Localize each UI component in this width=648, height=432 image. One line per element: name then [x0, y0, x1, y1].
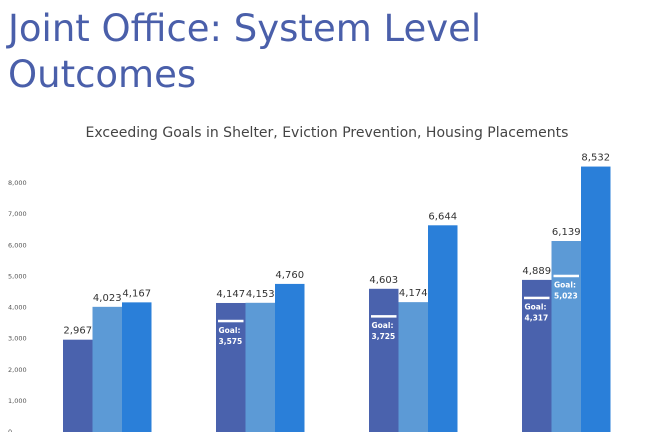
- goal-value-label: 5,023: [554, 292, 578, 301]
- bar: [522, 279, 552, 432]
- data-label: 2,967: [63, 326, 92, 337]
- goal-label: Goal:: [219, 326, 241, 335]
- bar: [245, 302, 275, 432]
- y-tick-label: 0: [8, 428, 12, 432]
- goal-value-label: 3,725: [372, 332, 396, 341]
- bar: [428, 225, 458, 432]
- data-label: 4,760: [275, 270, 304, 281]
- y-axis: 0 1,000 2,000 3,000 4,000 5,000 6,000 7,000 8,00…: [8, 179, 27, 432]
- bar: [551, 241, 581, 432]
- bar: [63, 339, 93, 432]
- bar: [369, 288, 399, 432]
- bar: [216, 302, 246, 432]
- bar: [581, 166, 611, 432]
- goal-label: Goal:: [554, 281, 576, 290]
- data-label: 8,532: [581, 153, 610, 164]
- slide-title: Joint Office: System Level Outcomes: [8, 7, 482, 96]
- goal-marker: [218, 319, 244, 323]
- goal-value-label: 3,575: [219, 337, 243, 346]
- y-tick-label: 8,000: [8, 179, 27, 187]
- chart-title: Exceeding Goals in Shelter, Eviction Pre…: [86, 125, 569, 141]
- goal-label: Goal:: [525, 303, 547, 312]
- bar: [275, 283, 305, 432]
- value-labels: 2,967 4,147 4,603 4,889 4,023 4,153 4,174 6,139…: [63, 153, 610, 337]
- bar: [122, 302, 152, 432]
- y-tick-label: 5,000: [8, 272, 27, 280]
- y-tick-label: 1,000: [8, 397, 27, 405]
- y-tick-label: 3,000: [8, 335, 27, 343]
- data-label: 4,889: [522, 266, 551, 277]
- data-label: 6,139: [552, 227, 581, 238]
- y-tick-label: 7,000: [8, 210, 27, 218]
- data-label: 4,603: [369, 275, 398, 286]
- goal-marker: [524, 296, 550, 300]
- goal-markers: Goal: 3,575 Goal: 3,725 Goal: 4,317 Goal: 5,023: [218, 274, 579, 346]
- y-tick-label: 2,000: [8, 366, 27, 374]
- y-tick-label: 6,000: [8, 241, 27, 249]
- data-label: 4,023: [93, 293, 122, 304]
- goal-marker: [371, 315, 397, 318]
- data-label: 4,174: [399, 288, 428, 299]
- data-label: 4,167: [122, 288, 151, 299]
- data-label: 4,147: [216, 289, 245, 300]
- bar-series: [63, 166, 611, 432]
- goal-marker: [553, 274, 579, 278]
- goal-value-label: 4,317: [525, 314, 549, 323]
- data-label: 4,153: [246, 289, 275, 300]
- goal-label: Goal:: [372, 321, 394, 330]
- y-tick-label: 4,000: [8, 304, 27, 312]
- data-label: 6,644: [428, 211, 457, 222]
- bar: [398, 302, 428, 432]
- bar: [92, 306, 122, 432]
